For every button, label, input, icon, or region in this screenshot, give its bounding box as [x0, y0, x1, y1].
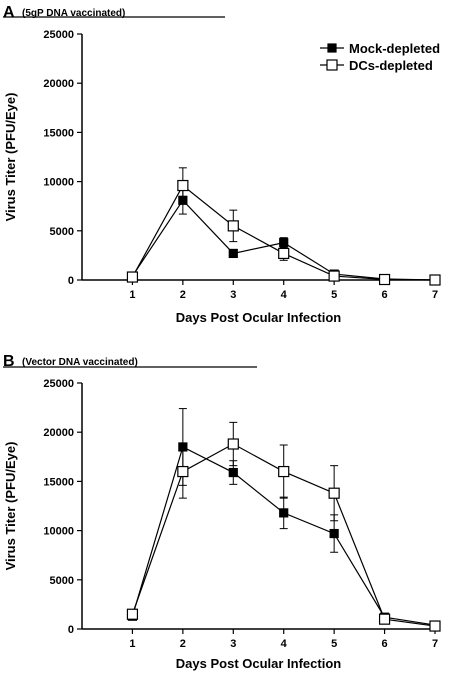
legend-label: Mock-depleted — [349, 41, 440, 56]
x-tick-label: 4 — [281, 289, 288, 301]
data-point — [228, 467, 238, 478]
data-point — [177, 179, 189, 192]
panel-title: (Vector DNA vaccinated) — [22, 357, 138, 368]
data-point — [429, 620, 441, 632]
y-axis-label: Virus Titer (PFU/Eye) — [3, 442, 18, 571]
y-tick-label: 10000 — [43, 177, 74, 189]
x-tick-label: 7 — [432, 289, 438, 301]
legend-label: DCs-depleted — [349, 58, 433, 73]
x-tick-label: 6 — [382, 638, 388, 650]
series-mock-depleted — [127, 408, 440, 630]
data-point — [329, 528, 339, 539]
series-dcs-depleted — [126, 167, 441, 286]
data-point — [228, 248, 238, 259]
data-point — [279, 508, 289, 518]
y-tick-label: 20000 — [43, 427, 74, 439]
x-axis-label: Days Post Ocular Infection — [176, 656, 341, 671]
y-tick-label: 20000 — [43, 78, 74, 90]
legend: Mock-depleted DCs-depleted — [320, 41, 440, 73]
series-line — [131, 184, 436, 281]
data-point — [227, 438, 239, 450]
data-point — [328, 487, 340, 499]
panel-a: A (5gP DNA vaccinated) 0 5000 10000 15000 2000… — [3, 4, 441, 325]
data-point — [126, 271, 139, 283]
x-tick-label: 1 — [129, 638, 135, 650]
x-tick-label: 3 — [230, 638, 236, 650]
data-point — [429, 274, 441, 286]
y-tick-label: 10000 — [43, 526, 74, 538]
series-dcs-depleted — [126, 421, 441, 632]
y-tick-label: 0 — [68, 624, 74, 636]
legend-marker — [326, 59, 338, 71]
legend-marker — [327, 43, 337, 53]
panel-title: (5gP DNA vaccinated) — [22, 8, 125, 19]
data-point — [378, 613, 391, 625]
x-tick-label: 4 — [281, 638, 288, 650]
data-point — [227, 220, 239, 232]
y-tick-label: 5000 — [50, 226, 74, 238]
y-tick-label: 25000 — [43, 378, 74, 390]
panel-b: B (Vector DNA vaccinated) 0 5000 10000 15000 2… — [3, 353, 441, 671]
y-tick-label: 0 — [68, 275, 74, 287]
data-point — [278, 247, 290, 260]
panel-letter: A — [3, 4, 15, 21]
data-point — [126, 608, 139, 620]
x-tick-label: 5 — [331, 289, 337, 301]
x-axis-label: Days Post Ocular Infection — [176, 310, 341, 325]
panel-letter: B — [3, 353, 15, 370]
data-point — [378, 273, 391, 286]
data-point — [177, 465, 189, 478]
x-tick-label: 2 — [180, 638, 186, 650]
y-tick-label: 5000 — [50, 575, 74, 587]
x-tick-label: 3 — [230, 289, 236, 301]
y-tick-label: 25000 — [43, 29, 74, 41]
y-tick-label: 15000 — [43, 476, 74, 488]
x-tick-label: 1 — [129, 289, 135, 301]
data-point — [279, 238, 289, 248]
x-tick-label: 2 — [180, 289, 186, 301]
x-tick-label: 6 — [382, 289, 388, 301]
y-tick-label: 15000 — [43, 127, 74, 139]
x-tick-label: 5 — [331, 638, 337, 650]
series-mock-depleted — [127, 186, 440, 285]
y-axis-label: Virus Titer (PFU/Eye) — [3, 93, 18, 222]
x-tick-label: 7 — [432, 638, 438, 650]
data-point — [278, 465, 290, 478]
data-point — [328, 270, 340, 282]
